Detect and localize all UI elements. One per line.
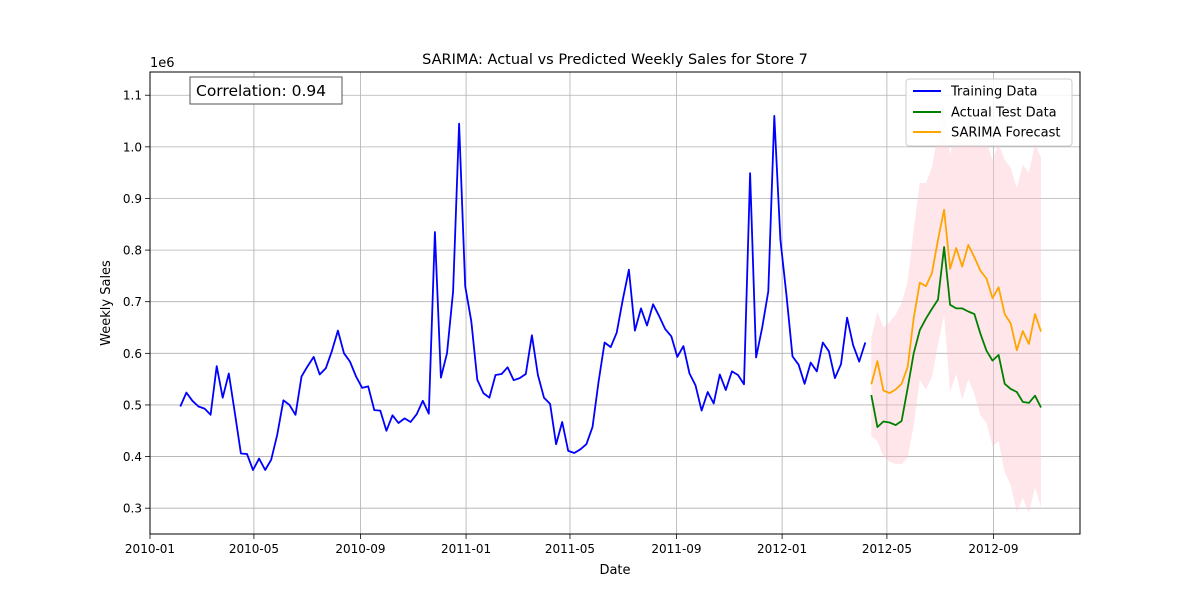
x-tick-label: 2011-09 [651, 542, 701, 556]
x-tick-label: 2012-01 [757, 542, 807, 556]
series-line-actual-test [870, 246, 1042, 429]
correlation-annotation: Correlation: 0.94 [189, 76, 343, 105]
annotation-box [189, 76, 343, 105]
series-line-training [179, 115, 867, 471]
legend-label-forecast: SARIMA Forecast [951, 126, 1061, 141]
x-tick-label: 2010-01 [125, 542, 175, 556]
series-line-forecast [870, 208, 1042, 395]
plot-frame [149, 71, 1081, 535]
x-axis: 2010-01 2010-05 2010-09 2011-01 2011-05 2011-… [125, 534, 1018, 556]
x-tick-label: 2012-09 [968, 542, 1018, 556]
y-tick-label: 0.3 [123, 502, 142, 516]
y-offset-label: 1e6 [150, 56, 175, 71]
x-axis-label: Date [599, 563, 630, 578]
x-tick-label: 2010-09 [335, 542, 385, 556]
y-tick-label: 0.6 [123, 347, 142, 361]
legend-label-training: Training Data [950, 85, 1037, 100]
chart-title: SARIMA: Actual vs Predicted Weekly Sales… [422, 52, 808, 68]
x-tick-label: 2012-05 [862, 542, 912, 556]
legend-box [905, 78, 1073, 147]
y-tick-label: 1.0 [123, 140, 142, 154]
y-tick-label: 1.1 [123, 89, 142, 103]
series-layer [179, 115, 1042, 471]
y-axis: 0.3 0.4 0.5 0.6 0.7 0.8 0.9 1.0 1.1 [123, 89, 150, 516]
grid-lines [149, 72, 1080, 534]
y-tick-label: 0.5 [123, 398, 142, 412]
y-tick-label: 0.9 [123, 192, 142, 206]
legend: Training Data Actual Test Data SARIMA Fo… [905, 78, 1073, 147]
plot-area [150, 72, 1080, 534]
y-tick-label: 0.7 [123, 295, 142, 309]
y-tick-label: 0.8 [123, 244, 142, 258]
x-tick-label: 2011-05 [545, 542, 595, 556]
annotation-text: Correlation: 0.94 [196, 82, 326, 100]
x-tick-label: 2011-01 [441, 542, 491, 556]
y-tick-label: 0.4 [123, 450, 142, 464]
legend-label-actual-test: Actual Test Data [951, 106, 1057, 121]
y-axis-label: Weekly Sales [99, 260, 114, 346]
x-tick-label: 2010-05 [229, 542, 279, 556]
